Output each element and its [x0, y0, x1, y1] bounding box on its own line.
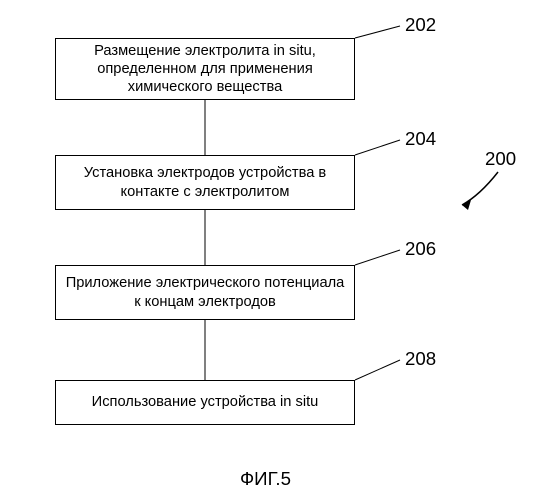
- flow-step-2: Установка электродов устройства в контак…: [55, 155, 355, 210]
- flowchart-canvas: Размещение электролита in situ, определе…: [0, 0, 548, 500]
- flow-step-3-text: Приложение электрического потенциала к к…: [64, 274, 346, 311]
- flow-step-4: Использование устройства in situ: [55, 380, 355, 425]
- callout-label-202: 202: [405, 14, 436, 36]
- figure-caption: ФИГ.5: [240, 468, 291, 490]
- callout-label-204: 204: [405, 128, 436, 150]
- flow-step-4-text: Использование устройства in situ: [92, 393, 319, 411]
- figure-ref-label: 200: [485, 148, 516, 170]
- flow-step-1: Размещение электролита in situ, определе…: [55, 38, 355, 100]
- flow-step-3: Приложение электрического потенциала к к…: [55, 265, 355, 320]
- flow-step-2-text: Установка электродов устройства в контак…: [64, 164, 346, 201]
- callout-label-208: 208: [405, 348, 436, 370]
- flow-step-1-text: Размещение электролита in situ, определе…: [64, 42, 346, 97]
- callout-label-206: 206: [405, 238, 436, 260]
